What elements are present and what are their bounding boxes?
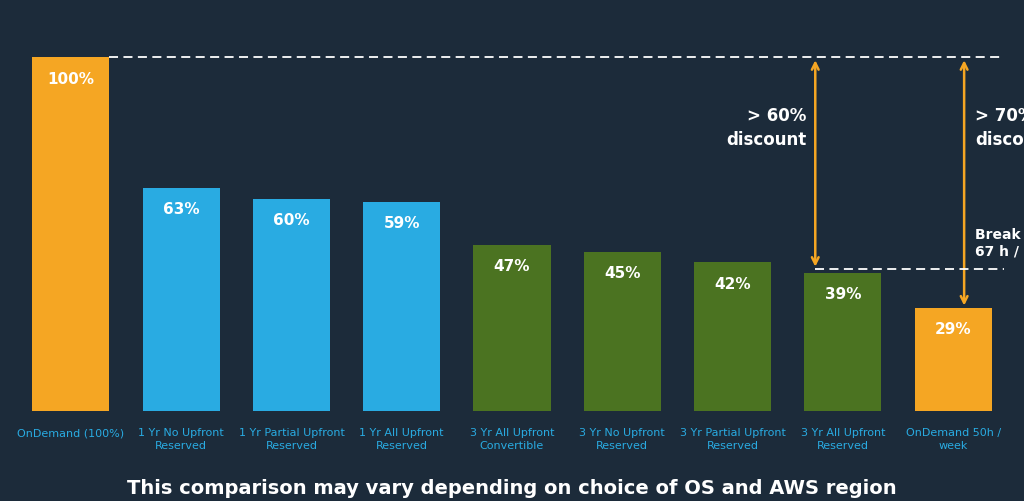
Text: 60%: 60% xyxy=(273,213,309,228)
Text: 45%: 45% xyxy=(604,266,641,281)
Bar xyxy=(142,188,220,411)
Text: > 70%
discount: > 70% discount xyxy=(975,107,1024,149)
Bar xyxy=(694,263,771,411)
Text: 39%: 39% xyxy=(824,287,861,302)
Bar xyxy=(914,308,991,411)
Text: 1 Yr Partial Upfront
Reserved: 1 Yr Partial Upfront Reserved xyxy=(239,428,344,451)
Text: 59%: 59% xyxy=(383,216,420,231)
Text: 1 Yr No Upfront
Reserved: 1 Yr No Upfront Reserved xyxy=(138,428,224,451)
Text: 42%: 42% xyxy=(715,277,751,292)
Bar xyxy=(33,58,110,411)
Text: 100%: 100% xyxy=(47,72,94,87)
Bar xyxy=(804,273,882,411)
Text: > 60%
discount: > 60% discount xyxy=(726,107,807,149)
Text: 1 Yr All Upfront
Reserved: 1 Yr All Upfront Reserved xyxy=(359,428,444,451)
Text: OnDemand (100%): OnDemand (100%) xyxy=(17,428,125,438)
Text: 3 Yr All Upfront
Reserved: 3 Yr All Upfront Reserved xyxy=(801,428,885,451)
Text: 3 Yr No Upfront
Reserved: 3 Yr No Upfront Reserved xyxy=(580,428,666,451)
Bar xyxy=(364,202,440,411)
Text: 47%: 47% xyxy=(494,259,530,274)
Text: Break Even <
67 h / week: Break Even < 67 h / week xyxy=(975,227,1024,259)
Text: 3 Yr All Upfront
Convertible: 3 Yr All Upfront Convertible xyxy=(470,428,554,451)
Text: 3 Yr Partial Upfront
Reserved: 3 Yr Partial Upfront Reserved xyxy=(680,428,785,451)
Bar xyxy=(473,244,551,411)
Bar xyxy=(253,199,330,411)
Text: This comparison may vary depending on choice of OS and AWS region: This comparison may vary depending on ch… xyxy=(127,479,897,498)
Text: OnDemand 50h /
week: OnDemand 50h / week xyxy=(905,428,1000,451)
Text: 29%: 29% xyxy=(935,323,972,338)
Text: 63%: 63% xyxy=(163,202,200,217)
Bar xyxy=(584,252,660,411)
